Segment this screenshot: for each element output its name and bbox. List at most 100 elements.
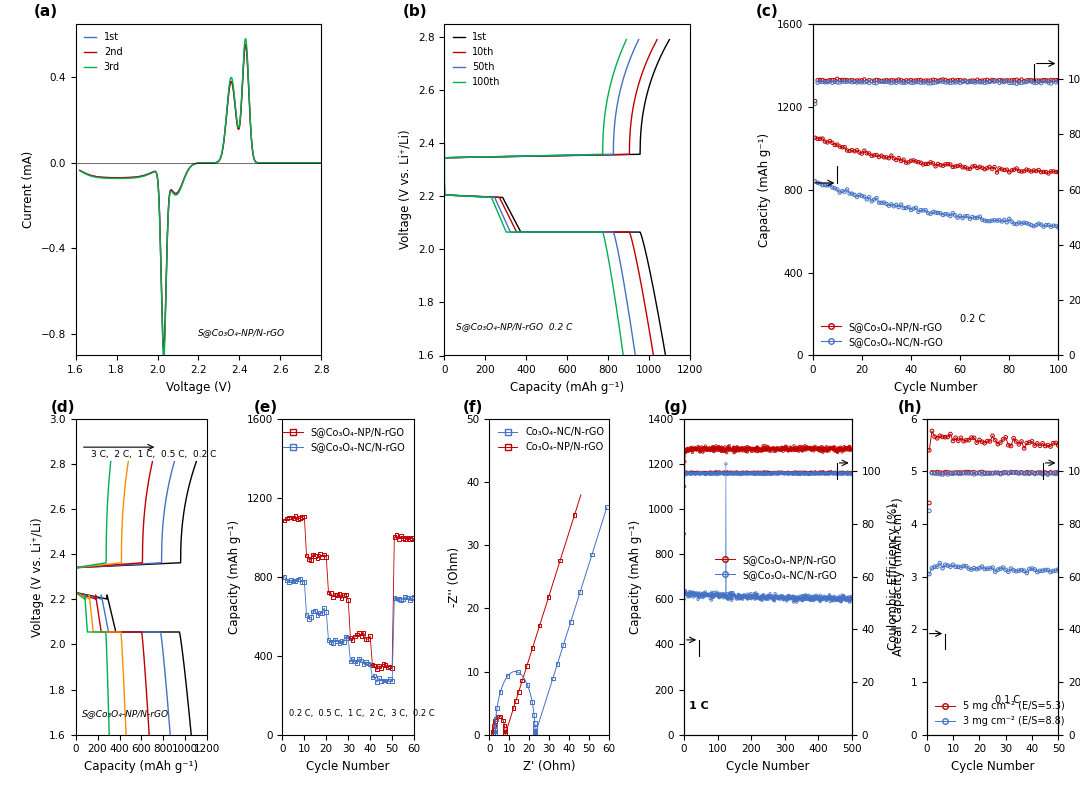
Point — [353, 654, 370, 667]
Point — [1003, 77, 1021, 89]
Point — [831, 466, 848, 479]
Point — [820, 468, 837, 480]
Point — [825, 592, 842, 604]
Point — [702, 467, 719, 480]
Point — [696, 468, 713, 480]
Point — [765, 442, 782, 454]
Point — [711, 466, 728, 479]
Point — [926, 560, 943, 573]
Point — [701, 467, 718, 480]
Point — [566, 509, 583, 521]
Point — [757, 443, 774, 456]
Point — [963, 467, 981, 480]
Point — [797, 468, 814, 480]
Point — [833, 443, 850, 456]
Point — [731, 442, 748, 454]
Point — [841, 441, 859, 453]
Point — [762, 467, 780, 480]
Point — [292, 573, 309, 585]
Point — [924, 77, 942, 89]
Point — [853, 76, 870, 88]
1st — [73, 166, 86, 175]
Point — [783, 443, 800, 456]
Point — [710, 440, 727, 453]
Point — [978, 467, 996, 480]
Point — [837, 468, 854, 480]
Point — [737, 467, 754, 480]
Point — [720, 466, 738, 479]
Point — [770, 443, 787, 456]
Point — [811, 445, 828, 457]
Point — [936, 76, 954, 88]
Point — [1044, 75, 1062, 88]
Point — [699, 467, 716, 480]
Point — [795, 466, 812, 479]
Point — [814, 593, 832, 606]
Point — [793, 442, 810, 454]
Point — [769, 443, 786, 456]
Point — [721, 591, 739, 604]
Point — [715, 589, 732, 601]
Point — [835, 468, 852, 480]
Point — [710, 466, 727, 479]
Point — [686, 467, 703, 480]
Point — [715, 466, 732, 479]
Point — [696, 442, 713, 455]
Point — [886, 152, 903, 164]
Point — [757, 590, 774, 603]
Point — [687, 468, 704, 480]
Point — [731, 466, 748, 479]
Point — [811, 466, 828, 479]
Point — [968, 467, 985, 480]
Point — [730, 468, 747, 480]
Point — [1039, 467, 1056, 480]
Point — [697, 466, 714, 479]
Point — [828, 466, 846, 479]
Point — [716, 441, 733, 453]
Point — [677, 468, 694, 480]
Point — [685, 587, 702, 600]
Point — [820, 592, 837, 604]
Point — [791, 592, 808, 604]
Point — [492, 710, 510, 723]
Point — [731, 467, 748, 480]
Point — [486, 728, 503, 741]
3rd — [178, 173, 191, 182]
Point — [715, 466, 732, 479]
Point — [300, 553, 318, 566]
Point — [746, 444, 764, 457]
Point — [812, 592, 829, 605]
Point — [681, 467, 699, 480]
Point — [772, 444, 789, 457]
Point — [714, 466, 731, 479]
Point — [733, 592, 751, 605]
Point — [783, 466, 800, 479]
Point — [738, 592, 755, 604]
Point — [366, 660, 383, 672]
Point — [774, 467, 792, 480]
Point — [789, 466, 807, 479]
Point — [708, 588, 726, 600]
Point — [742, 467, 759, 480]
Point — [706, 443, 724, 456]
Point — [730, 467, 747, 480]
Point — [828, 183, 846, 196]
Point — [870, 74, 888, 87]
Point — [771, 467, 788, 480]
Point — [986, 466, 1003, 479]
Point — [855, 73, 873, 86]
Point — [379, 661, 396, 674]
Point — [778, 467, 795, 480]
Point — [729, 442, 746, 454]
Point — [995, 466, 1012, 479]
Point — [694, 589, 712, 602]
Point — [1038, 74, 1055, 87]
Point — [729, 466, 746, 479]
Point — [897, 76, 915, 88]
Point — [778, 466, 795, 479]
Text: (e): (e) — [254, 400, 278, 415]
Point — [762, 467, 780, 480]
Point — [969, 76, 986, 88]
Point — [756, 592, 773, 604]
Point — [902, 154, 919, 167]
